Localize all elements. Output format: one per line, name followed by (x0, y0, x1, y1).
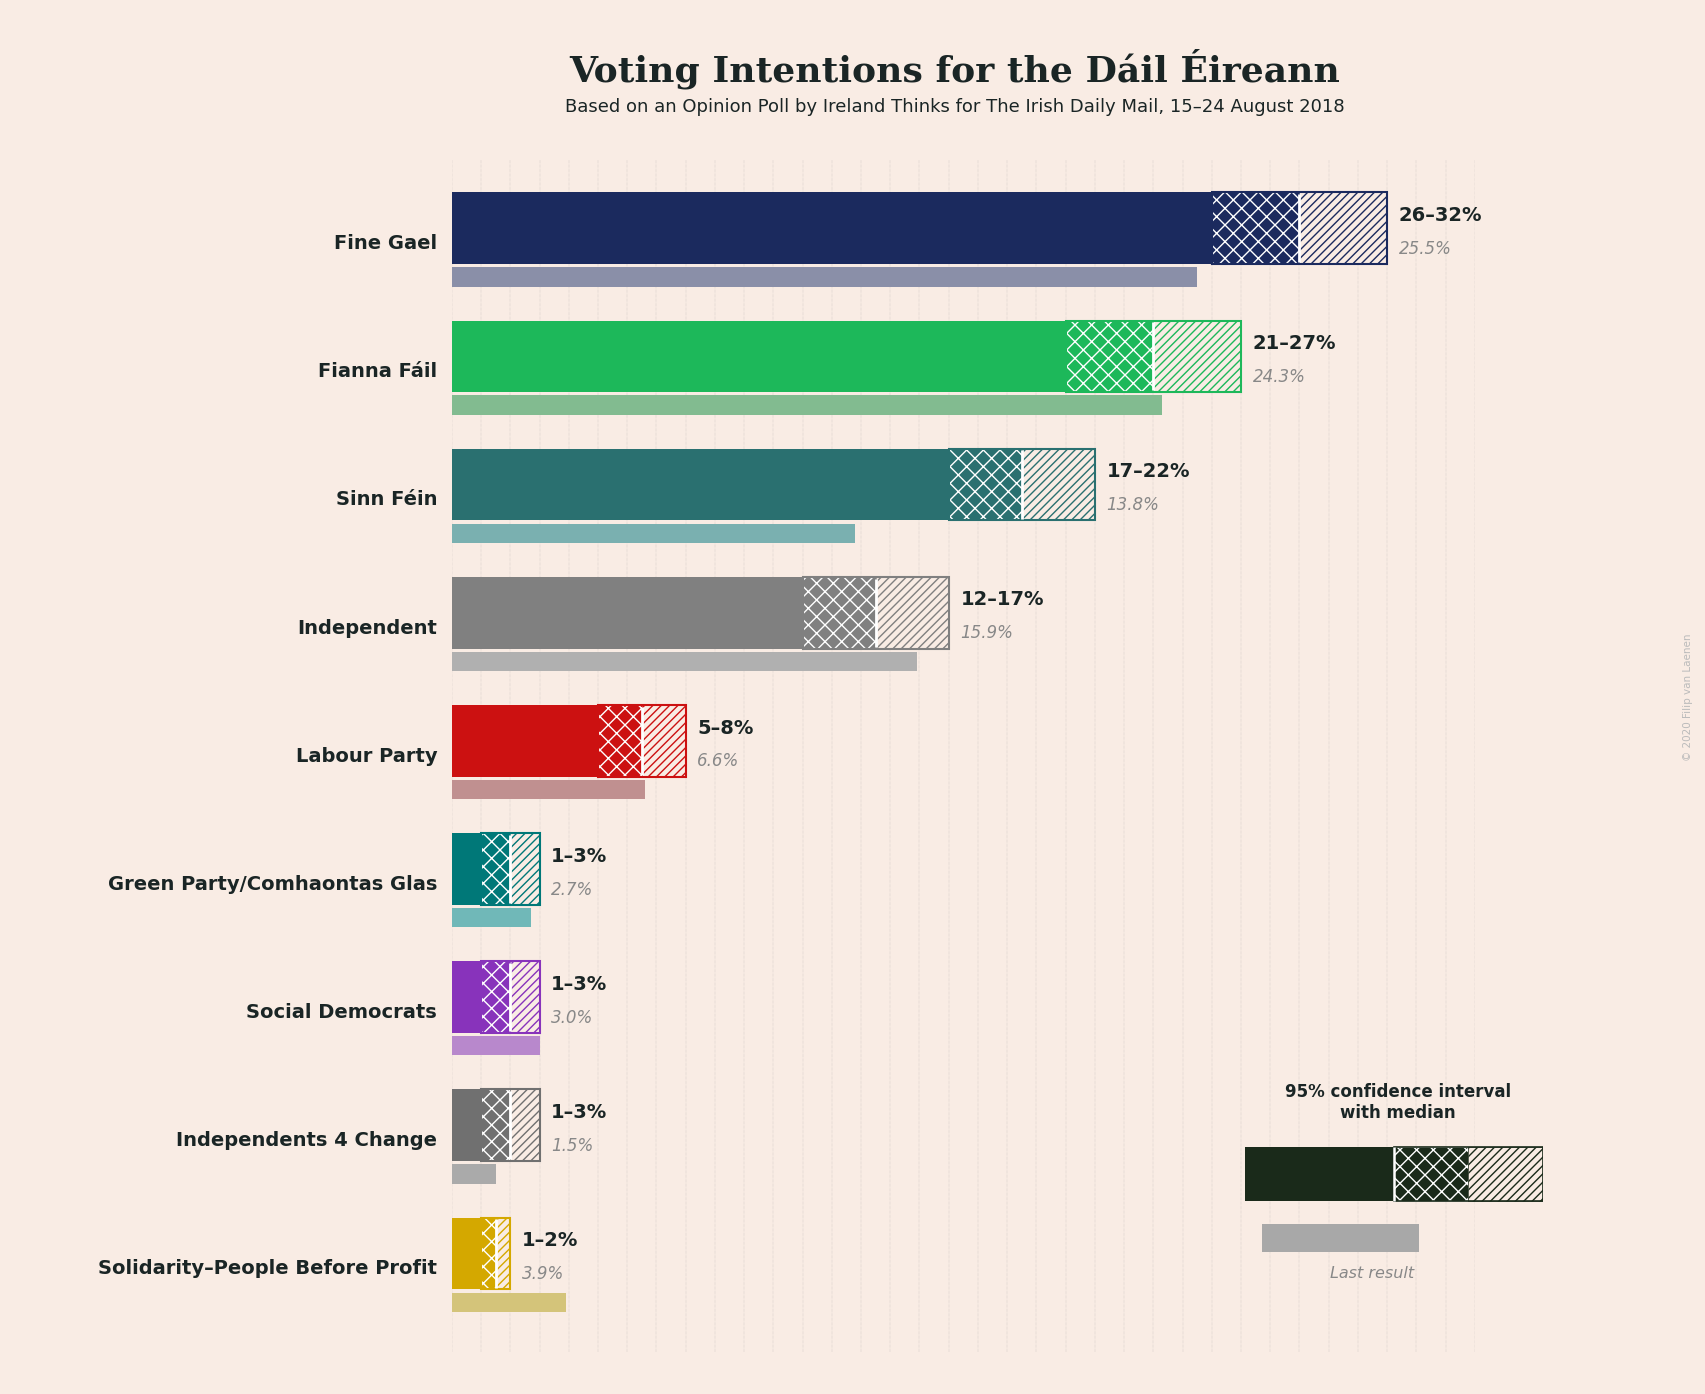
Text: 12–17%: 12–17% (960, 591, 1043, 609)
Text: Sinn Féin: Sinn Féin (336, 491, 436, 509)
Bar (876, 577, 948, 648)
Bar (452, 524, 856, 542)
Text: Fianna Fáil: Fianna Fáil (319, 362, 436, 382)
Bar (1066, 321, 1241, 392)
Text: 13.8%: 13.8% (1107, 496, 1159, 514)
Text: Independent: Independent (297, 619, 436, 637)
Text: 17–22%: 17–22% (1107, 463, 1190, 481)
Bar (1395, 1146, 1468, 1200)
Bar (452, 781, 644, 799)
Bar (452, 705, 598, 776)
Bar (452, 907, 530, 927)
Text: 1.5%: 1.5% (551, 1138, 593, 1154)
Bar (452, 652, 917, 671)
Bar (948, 449, 1021, 520)
Bar (481, 1090, 510, 1161)
Bar (598, 705, 685, 776)
Text: 2.7%: 2.7% (551, 881, 593, 899)
Text: Labour Party: Labour Party (295, 747, 436, 765)
Text: Last result: Last result (1330, 1266, 1415, 1281)
Bar (481, 834, 510, 905)
Bar (510, 1090, 539, 1161)
Text: Voting Intentions for the Dáil Éireann: Voting Intentions for the Dáil Éireann (569, 49, 1340, 89)
Bar (452, 577, 803, 648)
Bar (452, 321, 1066, 392)
Bar (452, 962, 481, 1033)
Bar (1299, 192, 1388, 263)
Text: 1–3%: 1–3% (551, 1103, 607, 1122)
Bar (481, 1217, 510, 1289)
Text: 3.9%: 3.9% (522, 1264, 564, 1282)
Bar (1395, 1146, 1543, 1200)
Bar (1153, 321, 1241, 392)
Bar (452, 1217, 481, 1289)
Bar (803, 577, 876, 648)
Text: Fine Gael: Fine Gael (334, 234, 436, 254)
Bar (452, 396, 1163, 414)
Bar (510, 962, 539, 1033)
Text: 6.6%: 6.6% (697, 753, 740, 771)
Text: Solidarity–People Before Profit: Solidarity–People Before Profit (99, 1259, 436, 1278)
Bar (452, 1036, 539, 1055)
Text: 1–2%: 1–2% (522, 1231, 578, 1250)
Bar (452, 1090, 481, 1161)
Bar (598, 705, 641, 776)
Text: 5–8%: 5–8% (697, 718, 754, 737)
Text: 1–3%: 1–3% (551, 846, 607, 866)
Bar (948, 449, 1095, 520)
Text: Based on an Opinion Poll by Ireland Thinks for The Irish Daily Mail, 15–24 Augus: Based on an Opinion Poll by Ireland Thin… (564, 98, 1345, 116)
Bar (452, 1164, 496, 1184)
Bar (496, 1217, 510, 1289)
Bar (452, 192, 1212, 263)
Bar (452, 834, 481, 905)
Text: 1–3%: 1–3% (551, 974, 607, 994)
Bar (1212, 192, 1388, 263)
Bar (1262, 1224, 1419, 1252)
Text: 26–32%: 26–32% (1398, 206, 1482, 224)
Bar (1212, 192, 1299, 263)
Bar (641, 705, 685, 776)
Text: 15.9%: 15.9% (960, 625, 1013, 643)
Bar (481, 834, 539, 905)
Bar (481, 1217, 496, 1289)
Text: 25.5%: 25.5% (1398, 240, 1451, 258)
Bar (1021, 449, 1095, 520)
Bar (452, 449, 948, 520)
Bar (452, 1292, 566, 1312)
Bar (481, 962, 539, 1033)
Bar (1468, 1146, 1543, 1200)
Text: © 2020 Filip van Laenen: © 2020 Filip van Laenen (1683, 633, 1693, 761)
Bar (481, 1090, 539, 1161)
Bar (1245, 1146, 1395, 1200)
Text: 21–27%: 21–27% (1253, 335, 1337, 353)
Bar (452, 268, 1197, 287)
Bar (1066, 321, 1153, 392)
Text: 95% confidence interval
with median: 95% confidence interval with median (1286, 1083, 1511, 1122)
Text: 24.3%: 24.3% (1253, 368, 1306, 386)
Bar (481, 962, 510, 1033)
Bar (510, 834, 539, 905)
Bar (803, 577, 948, 648)
Text: Green Party/Comhaontas Glas: Green Party/Comhaontas Glas (107, 875, 436, 894)
Text: 3.0%: 3.0% (551, 1009, 593, 1027)
Text: Independents 4 Change: Independents 4 Change (176, 1131, 436, 1150)
Text: Social Democrats: Social Democrats (247, 1004, 436, 1022)
